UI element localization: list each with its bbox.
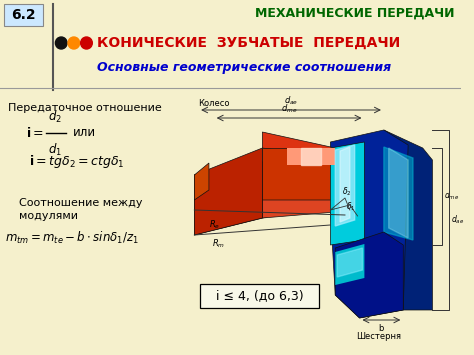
Polygon shape: [330, 142, 365, 245]
Polygon shape: [337, 248, 363, 277]
Polygon shape: [263, 148, 335, 200]
Text: $m_{tm} = m_{te} - b \cdot sin\delta_1 / z_1$: $m_{tm} = m_{te} - b \cdot sin\delta_1 /…: [5, 230, 139, 246]
Text: b: b: [378, 324, 383, 333]
Polygon shape: [263, 132, 335, 158]
Polygon shape: [263, 200, 335, 218]
Text: 6.2: 6.2: [11, 8, 36, 22]
Polygon shape: [301, 148, 321, 165]
Text: $d_1$: $d_1$: [48, 142, 63, 158]
Text: $\delta_1$: $\delta_1$: [346, 201, 356, 213]
Polygon shape: [389, 148, 408, 238]
Circle shape: [55, 37, 67, 49]
Polygon shape: [194, 163, 209, 200]
Polygon shape: [335, 232, 403, 318]
Polygon shape: [340, 147, 350, 222]
Circle shape: [68, 37, 80, 49]
Text: модулями: модулями: [19, 211, 78, 221]
Text: Колесо: Колесо: [198, 98, 230, 108]
Text: $d_{ae}$: $d_{ae}$: [451, 214, 464, 226]
Text: $d_{me}$: $d_{me}$: [444, 190, 459, 202]
FancyBboxPatch shape: [200, 284, 319, 308]
Text: Передаточное отношение: Передаточное отношение: [8, 103, 162, 113]
Text: $d_{me}$: $d_{me}$: [282, 103, 298, 115]
Text: МЕХАНИЧЕСКИЕ ПЕРЕДАЧИ: МЕХАНИЧЕСКИЕ ПЕРЕДАЧИ: [255, 6, 455, 20]
Polygon shape: [287, 148, 335, 165]
Text: $\delta_2$: $\delta_2$: [342, 186, 352, 198]
Polygon shape: [194, 148, 263, 235]
Text: Основные геометрические соотношения: Основные геометрические соотношения: [97, 61, 392, 75]
Text: $R_m$: $R_m$: [212, 238, 225, 250]
Text: $d_2$: $d_2$: [48, 109, 63, 125]
Polygon shape: [384, 130, 432, 310]
Polygon shape: [335, 244, 365, 285]
Text: $\mathbf{i} = tg\delta_2 = ctg\delta_1$: $\mathbf{i} = tg\delta_2 = ctg\delta_1$: [29, 153, 125, 170]
Text: $d_{ae}$: $d_{ae}$: [284, 94, 299, 107]
FancyBboxPatch shape: [4, 4, 43, 26]
Text: $\mathbf{i} = $: $\mathbf{i} = $: [26, 126, 44, 140]
Polygon shape: [330, 130, 408, 318]
Circle shape: [81, 37, 92, 49]
Text: i ≤ 4, (до 6,3): i ≤ 4, (до 6,3): [216, 289, 303, 302]
Polygon shape: [384, 147, 413, 240]
Text: или: или: [73, 126, 96, 140]
Text: Шестерня: Шестерня: [356, 332, 401, 341]
Text: КОНИЧЕСКИЕ  ЗУБЧАТЫЕ  ПЕРЕДАЧИ: КОНИЧЕСКИЕ ЗУБЧАТЫЕ ПЕРЕДАЧИ: [97, 36, 401, 50]
Text: Соотношение между: Соотношение между: [19, 198, 143, 208]
Polygon shape: [335, 145, 355, 226]
Polygon shape: [194, 148, 335, 235]
Text: $R_e$: $R_e$: [209, 219, 220, 231]
